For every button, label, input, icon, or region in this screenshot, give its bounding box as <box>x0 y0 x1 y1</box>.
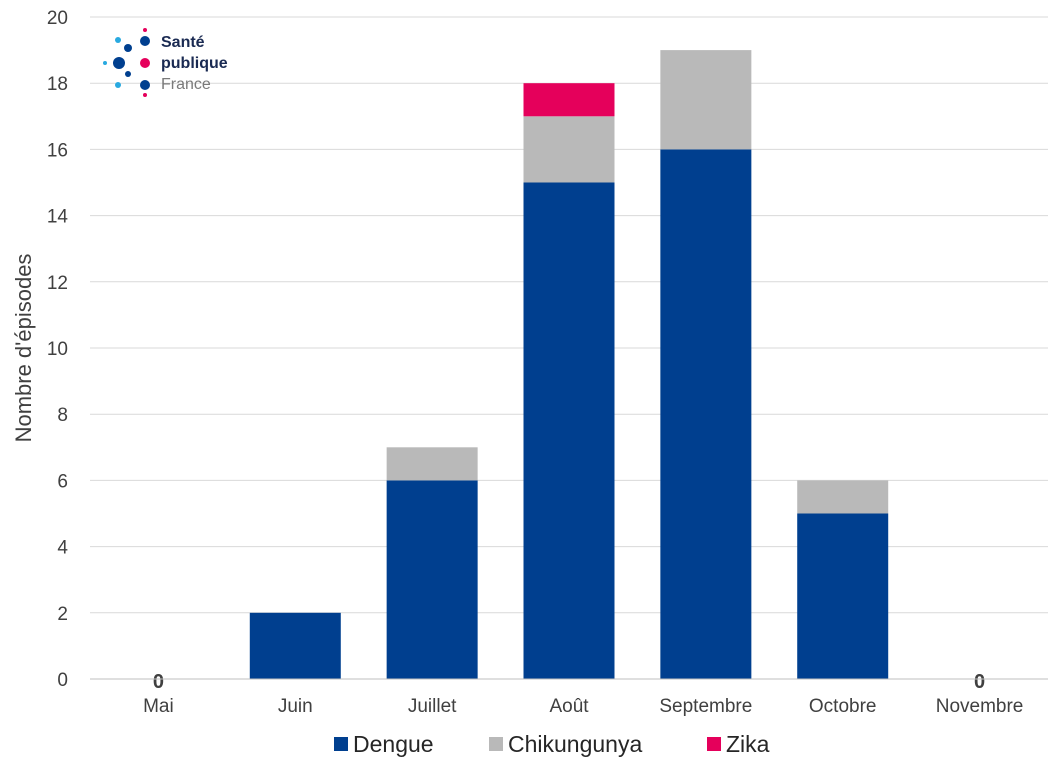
legend-swatch-chikungunya <box>489 737 503 751</box>
zero-data-label: 0 <box>153 671 164 693</box>
x-tick-label: Octobre <box>809 696 877 717</box>
bar-chikungunya-5 <box>797 480 889 514</box>
bar-chikungunya-3 <box>523 116 615 183</box>
x-tick-label: Mai <box>143 696 174 717</box>
y-tick-label: 6 <box>57 471 68 492</box>
sante-publique-france-logo: Santé publique France <box>103 28 228 97</box>
logo-text-line2: publique <box>161 55 228 72</box>
zero-data-label: 0 <box>974 671 985 693</box>
logo-dots-icon <box>103 28 150 97</box>
y-axis-ticks: 0 2 4 6 8 10 12 14 16 18 20 <box>47 8 69 691</box>
y-tick-label: 10 <box>47 339 68 360</box>
bar-dengue-5 <box>797 513 889 679</box>
y-tick-label: 20 <box>47 8 68 29</box>
y-tick-label: 16 <box>47 140 68 161</box>
logo-text-line1: Santé <box>161 34 205 51</box>
y-tick-label: 18 <box>47 74 68 95</box>
bars-group <box>249 50 889 679</box>
y-tick-label: 8 <box>57 405 68 426</box>
y-tick-label: 12 <box>47 273 68 294</box>
legend-label-chikungunya: Chikungunya <box>508 731 642 757</box>
legend-swatch-zika <box>707 737 721 751</box>
legend-label-dengue: Dengue <box>353 731 434 757</box>
x-tick-label: Août <box>549 696 589 717</box>
y-axis-title: Nombre d'épisodes <box>11 254 36 443</box>
y-tick-label: 14 <box>47 207 69 228</box>
bar-dengue-3 <box>523 182 615 679</box>
chart-legend: Dengue Chikungunya Zika <box>334 731 770 757</box>
x-tick-label: Septembre <box>659 696 752 717</box>
bar-chikungunya-4 <box>660 50 752 150</box>
bar-dengue-1 <box>249 612 341 679</box>
legend-swatch-dengue <box>334 737 348 751</box>
bar-zika-3 <box>523 83 615 117</box>
bar-dengue-2 <box>386 480 478 679</box>
x-tick-label: Novembre <box>936 696 1024 717</box>
logo-text-line3: France <box>161 76 211 93</box>
x-tick-label: Juillet <box>408 696 457 717</box>
y-tick-label: 2 <box>57 604 68 625</box>
bar-dengue-4 <box>660 149 752 679</box>
y-tick-label: 0 <box>57 670 68 691</box>
y-tick-label: 4 <box>57 538 68 559</box>
bar-chikungunya-2 <box>386 447 478 481</box>
x-tick-label: Juin <box>278 696 313 717</box>
x-axis-ticks: Mai Juin Juillet Août Septembre Octobre Novemb… <box>143 696 1023 717</box>
legend-label-zika: Zika <box>726 731 770 757</box>
